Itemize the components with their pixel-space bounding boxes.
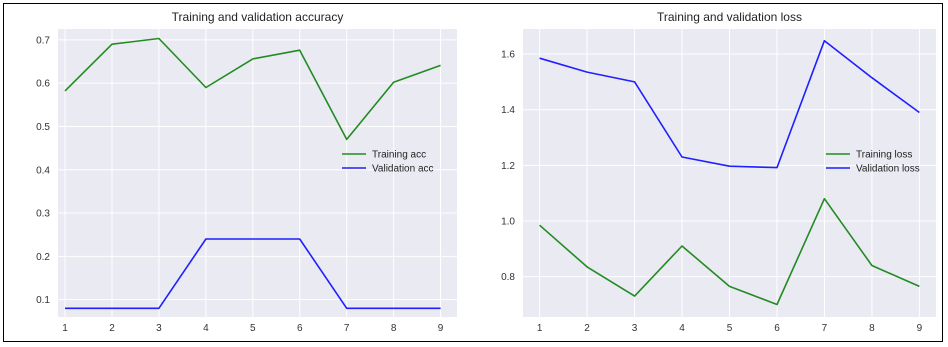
data-point xyxy=(823,198,825,200)
data-point xyxy=(158,37,160,39)
x-tick-label: 2 xyxy=(109,323,115,334)
data-point xyxy=(111,307,113,309)
data-point xyxy=(252,58,254,60)
x-tick-label: 2 xyxy=(584,323,590,334)
data-point xyxy=(776,303,778,305)
data-point xyxy=(586,71,588,73)
data-point xyxy=(681,245,683,247)
legend: Training loss Validation loss xyxy=(826,150,920,175)
data-point xyxy=(345,307,347,309)
x-tick-label: 9 xyxy=(917,323,923,334)
y-tick-label: 0.2 xyxy=(36,252,50,263)
chart-2: Training and validation loss 0.8 1.0 1.2 1.4… xyxy=(501,10,936,334)
data-point xyxy=(918,111,920,113)
y-tick-label: 0.3 xyxy=(36,209,50,220)
x-tick-label: 8 xyxy=(869,323,875,334)
y-tick-label: 0.6 xyxy=(36,79,50,90)
y-tick-label: 1.4 xyxy=(501,105,515,116)
data-point xyxy=(439,64,441,66)
x-tick-label: 7 xyxy=(822,323,828,334)
data-point xyxy=(345,138,347,140)
data-point xyxy=(728,285,730,287)
y-tick-label: 0.8 xyxy=(501,272,515,283)
data-point xyxy=(871,264,873,266)
data-point xyxy=(158,307,160,309)
y-tick-label: 0.4 xyxy=(36,165,50,176)
data-point xyxy=(823,39,825,41)
plot-area xyxy=(58,29,457,317)
data-point xyxy=(392,81,394,83)
y-tick-label: 0.7 xyxy=(36,35,50,46)
legend: Training acc Validation acc xyxy=(342,150,434,175)
y-tick-label: 0.1 xyxy=(36,295,50,306)
y-tick-label: 0.5 xyxy=(36,122,50,133)
data-point xyxy=(205,86,207,88)
data-point xyxy=(633,81,635,83)
x-tick-label: 4 xyxy=(679,323,685,334)
data-point xyxy=(538,57,540,59)
x-tick-label: 3 xyxy=(156,323,162,334)
data-point xyxy=(392,307,394,309)
x-tick-label: 3 xyxy=(632,323,638,334)
data-point xyxy=(111,43,113,45)
chart-title: Training and validation loss xyxy=(657,10,802,24)
data-point xyxy=(64,307,66,309)
x-tick-label: 5 xyxy=(250,323,256,334)
chart-title: Training and validation accuracy xyxy=(172,10,344,24)
x-tick-label: 8 xyxy=(391,323,397,334)
figure-frame: Training and validation accuracy 0.1 0.2 0.… xyxy=(3,3,943,342)
data-point xyxy=(299,238,301,240)
x-tick-label: 6 xyxy=(297,323,303,334)
x-tick-label: 5 xyxy=(727,323,733,334)
series-line-1 xyxy=(64,37,441,141)
legend-label: Validation loss xyxy=(856,164,920,175)
data-point xyxy=(681,156,683,158)
data-point xyxy=(64,90,66,92)
data-point xyxy=(776,166,778,168)
series-line-2 xyxy=(539,39,920,169)
y-tick-label: 1.0 xyxy=(501,217,515,228)
data-point xyxy=(538,224,540,226)
x-tick-label: 1 xyxy=(62,323,68,334)
data-point xyxy=(586,266,588,268)
y-tick-label: 1.6 xyxy=(501,50,515,61)
legend-label: Training acc xyxy=(372,150,426,161)
data-point xyxy=(728,165,730,167)
legend-label: Validation acc xyxy=(372,164,434,175)
data-point xyxy=(299,49,301,51)
x-tick-label: 6 xyxy=(774,323,780,334)
y-tick-label: 1.2 xyxy=(501,161,515,172)
data-point xyxy=(871,76,873,78)
legend-label: Training loss xyxy=(856,150,912,161)
data-point xyxy=(439,307,441,309)
figure-canvas: Training and validation accuracy 0.1 0.2 0.… xyxy=(36,10,936,334)
data-point xyxy=(252,238,254,240)
chart-1: Training and validation accuracy 0.1 0.2 0.… xyxy=(36,10,457,334)
x-tick-label: 9 xyxy=(438,323,444,334)
data-point xyxy=(205,238,207,240)
data-point xyxy=(633,295,635,297)
x-tick-label: 1 xyxy=(537,323,543,334)
x-tick-label: 7 xyxy=(344,323,350,334)
x-tick-label: 4 xyxy=(203,323,209,334)
series-line-1 xyxy=(539,197,920,306)
series-line-2 xyxy=(65,238,441,310)
data-point xyxy=(918,285,920,287)
